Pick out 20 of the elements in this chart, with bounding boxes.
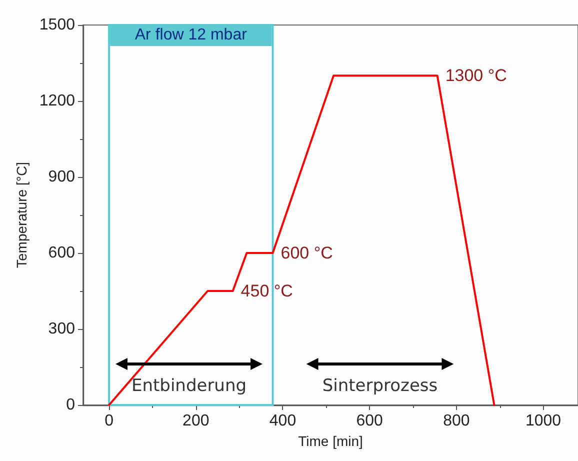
x-tick-label: 600 (356, 412, 384, 430)
y-axis-title: Temperature [°C] (14, 162, 30, 268)
x-axis-title: Time [min] (298, 432, 363, 449)
annotation: 450 °C (240, 282, 293, 300)
annotation: 600 °C (280, 244, 333, 262)
x-tick-label: 200 (182, 412, 210, 430)
y-tick-label: 1200 (39, 92, 76, 110)
y-tick-label: 900 (48, 168, 76, 186)
x-tick-label: 400 (269, 412, 296, 430)
annotation: Sinterprozess (322, 376, 438, 396)
y-tick-label: 600 (48, 244, 76, 262)
annotation: Entbinderung (131, 376, 247, 396)
x-tick-label: 1000 (525, 412, 562, 430)
x-tick-label: 0 (104, 412, 114, 430)
band-label: Ar flow 12 mbar (134, 26, 248, 44)
y-tick-label: 300 (48, 320, 76, 338)
y-tick-label: 0 (66, 396, 76, 414)
annotation: 1300 °C (445, 66, 507, 86)
y-tick-label: 1500 (39, 16, 76, 34)
x-tick-label: 800 (443, 412, 470, 430)
